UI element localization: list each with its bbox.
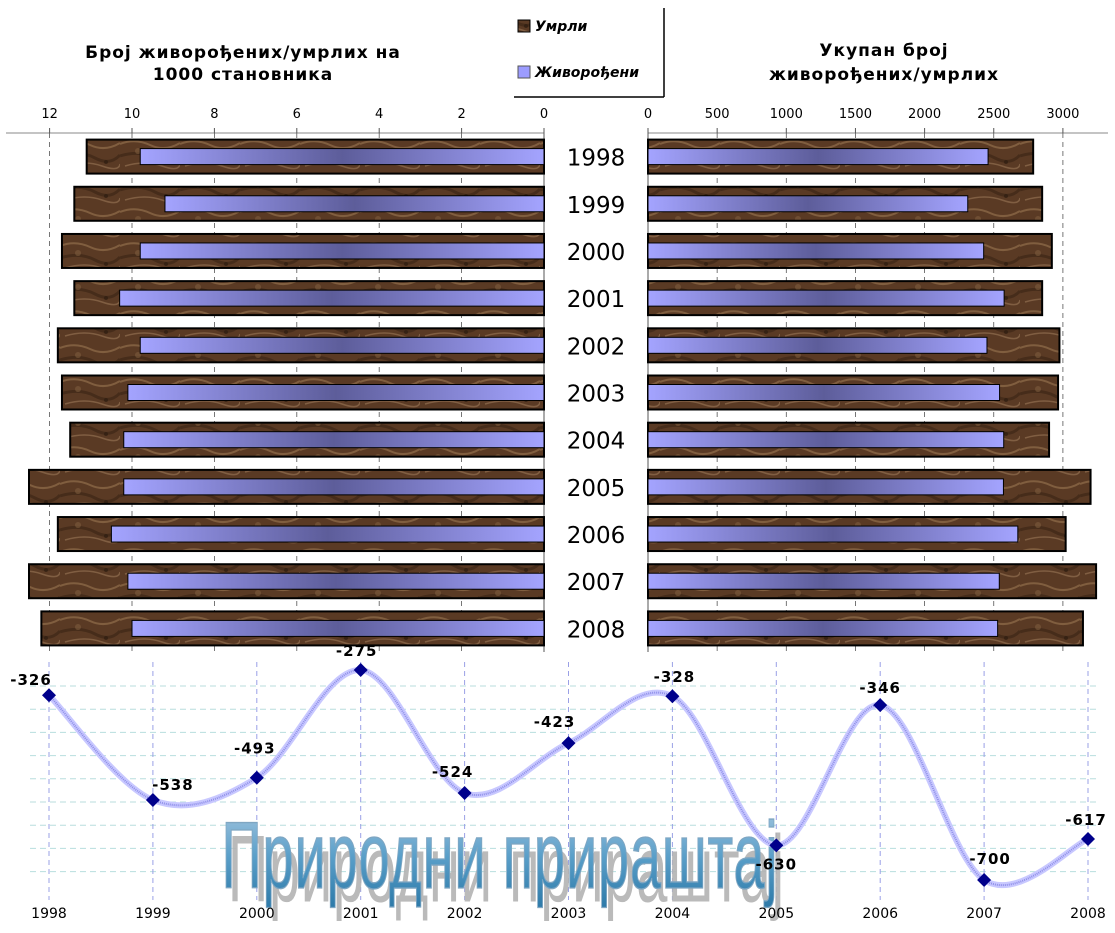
line-x-tick-label: 2006 (862, 906, 898, 922)
line-point-marker (977, 873, 992, 887)
right-chart-title-line1: Укупан број (819, 41, 948, 61)
left-bar-births (139, 242, 545, 260)
left-tick-label: 0 (540, 107, 548, 122)
right-bar-births (647, 195, 969, 213)
line-x-tick-label: 2008 (1070, 906, 1106, 922)
right-bar-births (647, 478, 1004, 496)
left-chart: 12 10 8 6 4 2 0 (6, 107, 548, 652)
left-bar-births (110, 525, 545, 543)
legend-swatch-births (517, 65, 531, 79)
line-point-marker (769, 838, 784, 853)
line-point-marker (145, 792, 160, 807)
category-label: 2007 (567, 570, 626, 596)
line-chart-title: Природни прираштај (221, 804, 778, 909)
left-tick-label: 12 (41, 107, 58, 122)
category-label: 1999 (567, 193, 626, 219)
legend-label-deaths: Умрли (535, 19, 588, 35)
left-chart-title-line2: 1000 становника (153, 65, 333, 85)
line-data-label: -423 (534, 713, 576, 731)
line-point-marker (457, 786, 472, 801)
left-tick-label: 2 (457, 107, 465, 122)
left-bar-births (123, 478, 545, 496)
right-bar-births (647, 525, 1019, 543)
line-point-marker (561, 736, 576, 751)
right-tick-label: 3000 (1046, 107, 1079, 122)
line-data-label: -346 (859, 679, 901, 697)
line-x-tick-label: 2007 (966, 906, 1002, 922)
left-bar-births (123, 431, 545, 449)
left-bar-births (119, 289, 545, 307)
line-data-label: -617 (1065, 811, 1107, 829)
right-bar-births (647, 572, 1000, 590)
category-label: 2006 (567, 523, 626, 549)
right-bar-births (647, 148, 989, 166)
left-bar-births (139, 336, 545, 354)
line-chart-title-shadow: Природни прираштај (228, 818, 785, 923)
year-labels: 1998 1999 2000 2001 2002 2003 2004 2005 2006 2007… (567, 146, 626, 644)
legend: Умрли Живорођени (514, 8, 665, 98)
right-tick-label: 1500 (839, 107, 872, 122)
line-series (48, 668, 1089, 887)
line-point-marker (873, 698, 888, 713)
right-bar-births (647, 619, 999, 637)
line-x-tick-label: 2000 (239, 906, 275, 922)
line-x-tick-label: 1999 (135, 906, 171, 922)
line-data-label: -326 (10, 671, 52, 689)
category-label: 2004 (567, 429, 626, 455)
line-point-marker (42, 688, 56, 703)
line-data-label: -275 (336, 642, 378, 660)
line-data-label: -700 (969, 850, 1011, 868)
line-point-marker (1081, 831, 1095, 846)
left-tick-label: 8 (210, 107, 218, 122)
line-data-label: -328 (654, 668, 696, 686)
category-label: 2001 (567, 287, 626, 313)
legend-label-births: Живорођени (534, 65, 639, 81)
line-point-marker (665, 689, 680, 704)
line-x-tick-label: 2001 (343, 906, 379, 922)
right-tick-label: 0 (644, 107, 652, 122)
right-tick-label: 2000 (908, 107, 941, 122)
category-label: 2003 (567, 382, 626, 408)
right-chart-title-line2: живорођених/умрлих (769, 65, 999, 85)
legend-swatch-deaths (517, 19, 531, 33)
line-data-label: -524 (432, 763, 474, 781)
right-bar-births (647, 336, 988, 354)
line-x-tick-label: 2005 (758, 906, 794, 922)
right-tick-label: 1000 (770, 107, 803, 122)
left-bar-births (139, 148, 545, 166)
right-tick-label: 2500 (977, 107, 1010, 122)
right-bar-births (647, 431, 1005, 449)
line-point-marker (353, 663, 368, 677)
left-tick-label: 10 (124, 107, 141, 122)
right-bar-births (647, 384, 1001, 401)
line-data-label: -493 (234, 740, 276, 758)
left-bar-births (127, 572, 545, 590)
left-bar-births (131, 619, 545, 637)
line-x-tick-label: 1998 (31, 906, 67, 922)
category-label: 2000 (567, 240, 626, 266)
line-x-tick-label: 2002 (447, 906, 483, 922)
left-tick-label: 6 (293, 107, 301, 122)
left-tick-label: 4 (375, 107, 383, 122)
right-tick-label: 500 (705, 107, 730, 122)
line-data-label: -538 (152, 776, 194, 794)
category-label: 2002 (567, 334, 626, 360)
right-bar-births (647, 289, 1005, 307)
right-bar-births (647, 242, 985, 260)
line-data-label: -630 (756, 855, 798, 873)
left-bar-births (127, 384, 545, 401)
line-x-tick-label: 2003 (551, 906, 587, 922)
line-x-tick-label: 2004 (655, 906, 691, 922)
left-chart-title-line1: Број живорођених/умрлих на (85, 43, 401, 63)
line-point-marker (249, 770, 264, 785)
category-label: 2005 (567, 476, 626, 502)
right-chart: 0 500 1000 1500 2000 2500 3000 (644, 107, 1108, 652)
category-label: 1998 (567, 146, 626, 172)
category-label: 2008 (567, 617, 626, 643)
left-bar-births (164, 195, 545, 213)
